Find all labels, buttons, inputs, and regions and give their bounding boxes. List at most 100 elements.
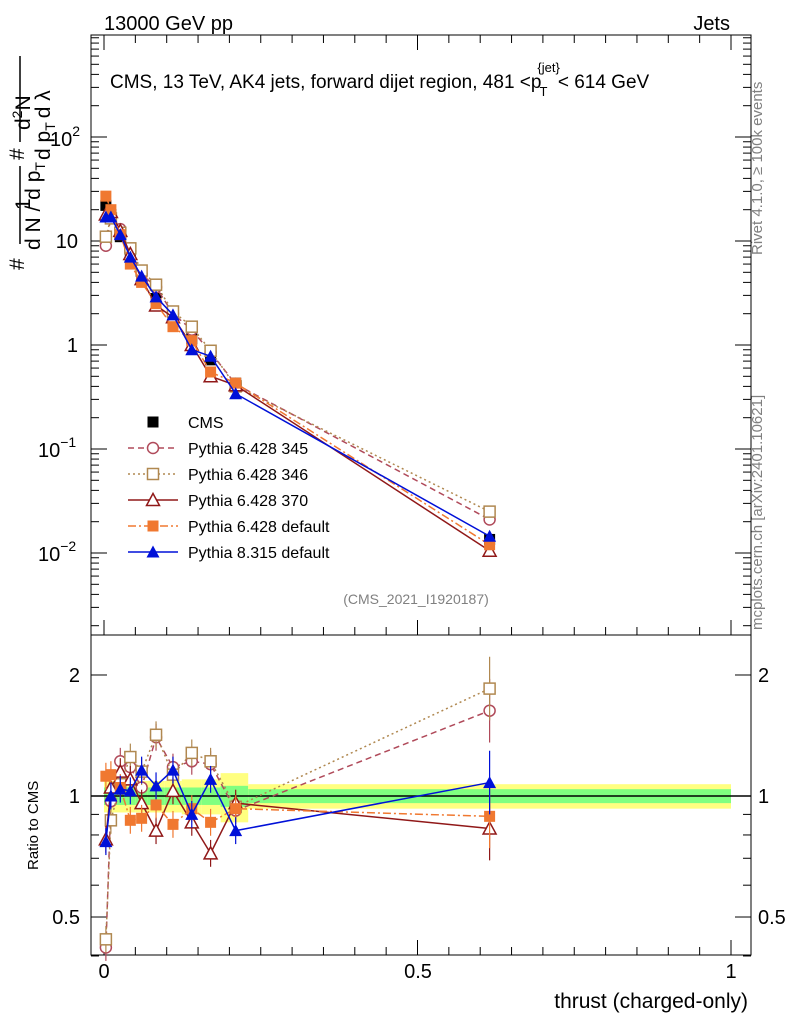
point-upper [123,250,137,263]
legend-entry-0: CMS [147,415,224,432]
point-ratio [202,845,219,860]
data-uncertainty-band [104,773,731,823]
ytick-1e2: 102 [50,123,80,151]
ylabel-denominator-1: d N / d pT [22,162,48,250]
ratio-tick-labels: 0.5 1 2 0.5 1 2 [52,665,786,929]
point-ratio [136,812,148,824]
rtick-right-0.5: 0.5 [758,907,786,929]
point-ratio [230,803,242,815]
legend-label: Pythia 6.428 345 [188,441,308,458]
ytick-1: 1 [67,335,78,357]
point-ratio [123,784,137,797]
point-ratio [229,824,243,837]
point-upper [149,278,163,291]
ratio-frame [90,634,752,956]
point-upper [229,387,243,400]
point-ratio [99,835,113,848]
plot-title-main: CMS, 13 TeV, AK4 jets, forward dijet reg… [110,72,541,93]
point-ratio [165,782,181,798]
point-ratio [185,746,199,760]
point-ratio [166,763,180,776]
legend: CMS Pythia 6.428 345 Pythia 6.428 346 Pythi… [128,415,330,562]
point-ratio [124,750,137,764]
point-ratio [185,807,199,820]
point-upper [149,290,163,303]
legend-label: Pythia 6.428 346 [188,467,308,484]
point-ratio [167,818,179,830]
point-upper [481,542,498,558]
xtick-1: 1 [725,961,736,983]
upper-tick-labels: 10−2 10−1 1 10 102 [38,123,80,566]
ylabel-numerator-2: d2N [9,95,35,130]
point-ratio [483,776,497,789]
ylabel-numerator-1: 1 [12,198,35,210]
header-left: 13000 GeV pp [104,13,233,35]
legend-marker [147,416,159,428]
legend-marker [147,520,159,532]
legend-label: Pythia 6.428 default [188,519,330,536]
point-ratio [105,769,117,781]
y-axis-label-ratio: Ratio to CMS [25,781,42,870]
analysis-watermark: (CMS_2021_I1920187) [343,591,489,607]
ytick-10: 10 [56,231,78,253]
point-ratio [483,682,496,695]
point-ratio [99,933,113,946]
legend-marker [146,467,160,481]
point-upper [136,276,148,288]
x-tick-labels: 0 0.5 1 [98,961,736,983]
point-ratio [204,772,218,785]
point-upper [185,343,199,356]
ylabel-hash-1: # [6,258,29,270]
point-upper [105,204,117,216]
series-pythia-6-428-345 [99,210,496,961]
point-upper [99,230,113,243]
point-ratio [113,782,127,795]
point-upper [483,505,496,518]
series-line-ratio [105,710,490,948]
rtick-left-2: 2 [69,665,80,687]
point-upper [205,366,217,378]
point-upper [230,377,242,389]
legend-entry-2: Pythia 6.428 346 [128,467,308,484]
point-upper [483,529,497,542]
ylabel-denominator-2: d pTd λ [32,90,58,160]
rivet-label: Rivet 4.1.0, ≥ 100k events [749,82,766,255]
rtick-right-2: 2 [758,665,769,687]
point-upper [135,269,149,282]
legend-marker [146,441,160,455]
point-ratio [135,763,149,776]
ytick-1e-1: 10−1 [38,434,76,462]
point-ratio [150,799,162,811]
xtick-0.5: 0.5 [404,961,432,983]
plot-title: CMS, 13 TeV, AK4 jets, forward dijet reg… [110,60,650,99]
legend-marker [146,545,160,558]
point-upper [185,320,199,333]
ylabel-hash-2: # [6,148,29,160]
y-axis-label-upper: 1 d N / d pT # d2N d pTd λ # [6,56,58,270]
plot-title-sup: {jet} [537,60,560,75]
legend-entry-1: Pythia 6.428 345 [128,441,308,458]
legend-entry-5: Pythia 8.315 default [128,545,330,562]
legend-label: Pythia 6.428 370 [188,493,308,510]
point-ratio [205,816,217,828]
point-ratio [148,822,164,837]
rtick-right-1: 1 [758,786,769,808]
point-upper [150,298,162,310]
point-ratio [149,728,163,742]
point-upper [124,258,136,270]
xtick-0: 0 [98,961,109,983]
plot-title-end: < 614 GeV [558,72,650,93]
point-upper [104,210,118,223]
point-upper [167,321,179,333]
point-ratio [104,789,118,802]
series-layer [98,190,498,961]
point-ratio [149,779,163,792]
point-ratio [104,814,118,827]
point-ratio [484,810,496,822]
point-upper [113,228,127,241]
point-upper [484,539,496,551]
point-upper [186,335,198,347]
legend-label: CMS [188,415,224,432]
point-upper [100,190,112,202]
